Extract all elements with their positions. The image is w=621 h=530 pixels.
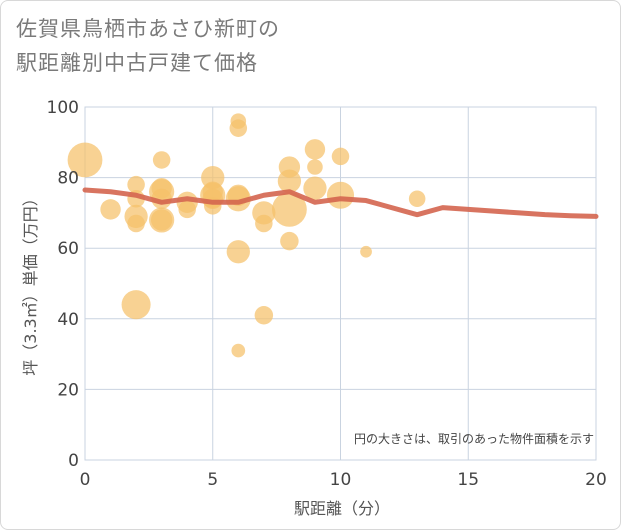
y-tick-label: 100 [47,98,79,118]
data-point [121,290,151,320]
data-point [408,190,426,208]
grid [84,106,597,461]
data-point [304,139,326,160]
x-tick-label: 10 [330,470,352,490]
data-point [178,200,196,219]
x-tick-label: 20 [585,470,607,490]
data-point [307,159,323,175]
data-point [360,245,372,258]
data-point [231,343,246,358]
x-tick-label: 15 [457,470,479,490]
data-point [100,199,121,220]
data-point [67,142,103,178]
data-point [272,191,307,227]
chart-title-line-1: 佐賀県鳥栖市あさひ新町の [16,17,280,41]
data-point [303,176,327,200]
size-annotation: 円の大きさは、取引のあった物件面積を示す [354,431,594,446]
data-point [280,231,299,251]
y-tick-label: 40 [57,310,79,330]
data-point [225,186,251,212]
trend-line [82,187,599,219]
y-tick-label: 0 [68,451,79,471]
axes: 0 20 40 60 80 100 0 5 10 15 20 [47,98,607,490]
data-point [254,306,274,325]
data-point [229,119,248,137]
y-tick-label: 20 [57,380,79,400]
data-point [326,181,355,209]
data-point [150,209,173,231]
data-point [127,175,145,194]
data-point [152,151,171,169]
data-point [255,214,273,233]
data-point [277,169,302,193]
data-point [127,214,145,233]
chart-title: 佐賀県鳥栖市あさひ新町の 駅距離別中古戸建て価格 [16,12,280,80]
y-tick-label: 80 [57,169,79,189]
x-tick-label: 5 [207,470,218,490]
y-tick-label: 60 [57,239,79,259]
trend-series [82,187,599,219]
bubble-series [67,113,426,358]
x-tick-label: 0 [80,470,91,490]
data-point [331,147,350,166]
chart-title-line-2: 駅距離別中古戸建て価格 [16,51,258,75]
x-axis-label: 駅距離（分） [294,499,390,518]
y-axis-label: 坪（3.3㎡）単価（万円） [21,190,40,375]
data-point [226,240,250,264]
